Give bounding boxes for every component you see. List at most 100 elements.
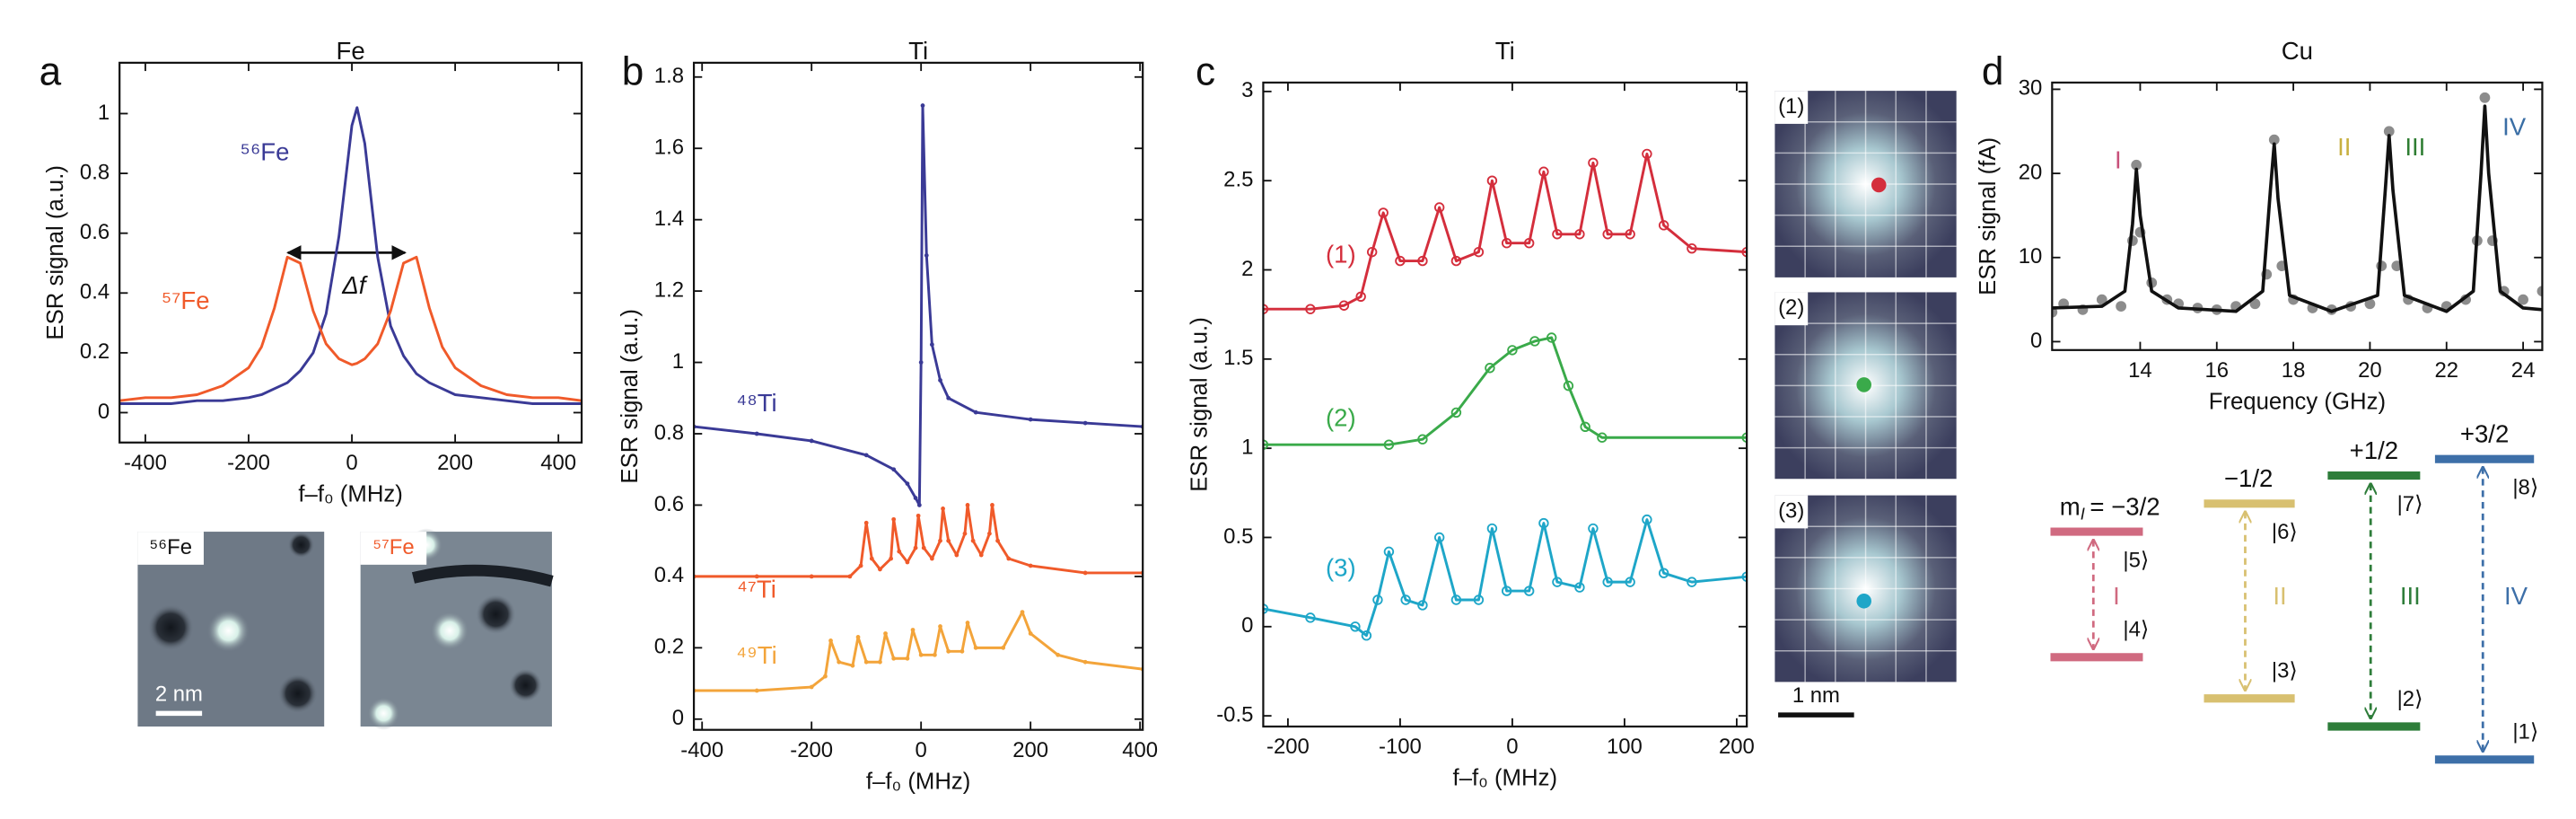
data-point [918,360,924,365]
y-tick-label: 30 [2019,76,2043,101]
y-tick-label: 1 [1241,435,1253,459]
state-label: |5⟩ [2123,548,2149,572]
data-point [1372,594,1383,605]
data-point [965,503,970,507]
data-point [863,453,869,458]
y-tick-label: 20 [2019,160,2043,184]
data-point [878,659,882,665]
data-point [891,516,897,522]
y-tick-label: 10 [2019,244,2043,269]
x-tick-label: 0 [1506,735,1518,759]
chart-title: Fe [337,37,365,65]
level-value: +1/2 [2350,436,2398,464]
y-tick-label: 1.8 [654,64,684,88]
data-point [891,467,897,472]
data-point [929,342,934,348]
data-point [823,674,828,679]
data-point [1383,439,1395,450]
data-point [905,559,910,565]
chart-title: Ti [908,37,928,65]
y-tick-label: 0.4 [654,563,684,587]
data-point [1552,577,1563,587]
data-point [1355,291,1366,303]
data-point [1417,434,1428,445]
data-point [850,663,855,668]
data-point [858,563,863,568]
panel-label: d [1982,49,2004,93]
transition-label: III [2400,582,2421,610]
data-point [1538,517,1549,529]
data-point [1597,432,1608,443]
transition-label: IV [2504,582,2528,610]
data-point [1625,577,1635,587]
series-label: (3) [1326,554,1356,582]
peak-label: II [2337,133,2351,161]
data-point [1305,304,1316,314]
data-point [910,628,916,632]
series-line [1263,518,1748,638]
plot-area [2052,92,2543,318]
stm-image-57 [360,528,554,730]
series-line [119,255,583,402]
data-point [2249,298,2261,310]
level-value: −1/2 [2224,464,2273,492]
x-tick-label: -200 [1266,735,1310,759]
x-tick-label: -200 [227,451,270,475]
data-point [1350,621,1361,632]
data-point [929,556,934,561]
data-point [1417,600,1428,611]
data-point [2131,159,2142,171]
scale-bar-label: 2 nm [155,682,203,706]
data-point [973,410,978,415]
data-point [1602,577,1613,587]
data-point [883,631,888,636]
data-point [938,624,942,629]
plot-frame [2051,81,2544,351]
data-point [1588,523,1599,534]
data-point [1741,571,1748,582]
plot-frame [118,61,583,444]
state-label: |1⟩ [2512,720,2538,744]
site-label: (3) [1778,498,1804,523]
data-point [1546,332,1557,343]
quantum-symbol: m [2060,493,2081,521]
data-point [938,378,942,383]
data-point [1473,594,1485,605]
y-tick-label: 3 [1241,78,1253,102]
data-point [1395,255,1406,267]
panel-label: a [39,49,62,93]
series-label: ⁴⁷Ti [737,576,776,603]
data-point [965,621,970,625]
data-point [946,648,951,654]
series-line [119,106,583,405]
y-tick-label: 0.8 [80,160,110,184]
data-point [1361,630,1372,641]
data-point [933,652,937,657]
data-point [1588,157,1599,169]
data-point [2268,134,2280,145]
y-tick-label: 0.2 [654,635,684,659]
x-tick-label: 0 [916,738,927,762]
data-point [863,659,869,665]
series-label: ⁴⁸Ti [736,389,776,417]
data-point [1082,659,1088,665]
data-point [954,552,959,558]
x-tick-label: -400 [124,451,167,475]
data-point [2537,286,2543,297]
data-point [1082,420,1088,426]
x-tick-label: 18 [2282,358,2306,383]
data-point [916,503,922,507]
series-label: ⁵⁷Fe [162,286,210,314]
data-point [1563,380,1574,392]
annotation: Δf [341,271,369,299]
data-point [1056,652,1061,657]
peak-label: I [2115,145,2122,173]
data-point [973,645,978,650]
data-point [1642,514,1652,525]
state-label: |3⟩ [2272,659,2298,683]
y-tick-label: 1.6 [654,136,684,160]
data-point [1507,345,1518,356]
y-tick-label: 0 [1241,613,1253,638]
y-tick-label: 1.2 [654,277,684,302]
